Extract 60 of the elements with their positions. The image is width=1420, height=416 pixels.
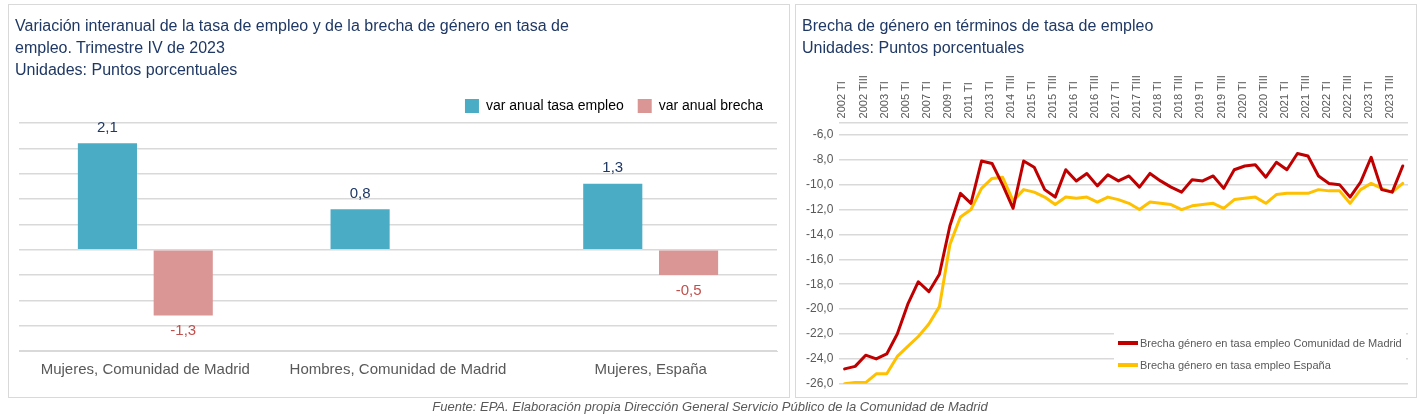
bar: [153, 250, 213, 316]
x-tick-label: 2016 TIII: [1088, 75, 1101, 119]
data-label: 1,3: [602, 158, 624, 176]
x-tick-label: 2019 TIII: [1214, 75, 1227, 119]
y-tick-label: -8,0: [812, 152, 834, 167]
legend-label: var anual brecha: [658, 96, 764, 113]
bar: [659, 250, 719, 275]
x-tick-label: 2002 TI: [835, 81, 848, 119]
y-tick-label: -12,0: [805, 201, 834, 216]
chart-title: Brecha de género en términos de tasa de empleo: [802, 17, 1154, 34]
x-tick-label: 2017 TIII: [1130, 75, 1143, 119]
x-tick-label: 2009 TI: [940, 81, 953, 119]
x-tick-label: Hombres, Comunidad de Madrid: [289, 360, 507, 378]
x-tick-label: 2011 TI: [961, 82, 974, 119]
y-tick-label: -10,0: [805, 176, 834, 191]
y-tick-label: -14,0: [805, 226, 834, 241]
x-tick-label: 2002 TIII: [856, 75, 869, 119]
x-tick-label: 2017 TI: [1109, 81, 1122, 119]
data-label: -0,5: [675, 280, 702, 298]
x-tick-label: 2023 TIII: [1383, 75, 1396, 119]
x-tick-label: 2019 TI: [1193, 81, 1206, 119]
data-label: 2,1: [97, 117, 118, 135]
y-tick-label: -18,0: [805, 276, 834, 291]
y-tick-label: -22,0: [805, 326, 834, 341]
chart-subtitle: Unidades: Puntos porcentuales: [802, 38, 1026, 58]
bar: [330, 209, 390, 249]
x-tick-label: 2016 TI: [1067, 81, 1080, 119]
x-tick-label: Mujeres, Comunidad de Madrid: [40, 360, 250, 378]
x-tick-label: 2022 TI: [1319, 81, 1332, 119]
chart-title: Variación interanual de la tasa de empleo y de la brecha de género en tasa de empleo. Trimestre IV de 2023: [15, 17, 569, 56]
data-label: 0,8: [349, 183, 371, 201]
x-tick-label: 2007 TI: [919, 81, 932, 119]
y-tick-label: -6,0: [812, 127, 834, 142]
x-tick-label: 2021 TIII: [1298, 75, 1311, 119]
x-tick-label: 2005 TI: [898, 81, 911, 119]
x-tick-label: 2003 TI: [877, 81, 890, 119]
y-tick-label: -16,0: [805, 251, 834, 266]
x-tick-label: 2020 TIII: [1256, 75, 1269, 119]
x-tick-label: 2013 TI: [982, 81, 995, 119]
x-tick-label: 2018 TI: [1151, 81, 1164, 119]
y-tick-label: -26,0: [805, 376, 834, 391]
bar: [583, 183, 643, 249]
y-tick-label: -20,0: [805, 301, 834, 316]
chart-subtitle: Unidades: Puntos porcentuales: [15, 60, 239, 80]
legend-label: Brecha género en tasa empleo España: [1140, 358, 1331, 371]
x-tick-label: 2020 TI: [1235, 81, 1248, 119]
legend-label: Brecha género en tasa empleo Comunidad de Madrid: [1140, 336, 1402, 349]
bar: [77, 143, 137, 249]
x-tick-label: 2023 TI: [1361, 81, 1374, 119]
x-tick-label: 2015 TI: [1025, 81, 1037, 119]
data-label: -1,3: [170, 321, 197, 339]
x-tick-label: 2022 TIII: [1340, 75, 1353, 119]
x-tick-label: 2015 TIII: [1046, 75, 1059, 119]
x-tick-label: Mujeres, España: [594, 360, 708, 378]
y-tick-label: -24,0: [805, 351, 834, 366]
x-tick-label: 2021 TI: [1277, 81, 1290, 119]
legend-label: var anual tasa empleo: [485, 96, 624, 113]
source-note: Fuente: EPA. Elaboración propia Dirección General Servicio Público de la Comunidad de Madrid: [431, 399, 989, 414]
x-tick-label: 2014 TIII: [1003, 75, 1016, 119]
x-tick-label: 2018 TIII: [1172, 75, 1185, 119]
